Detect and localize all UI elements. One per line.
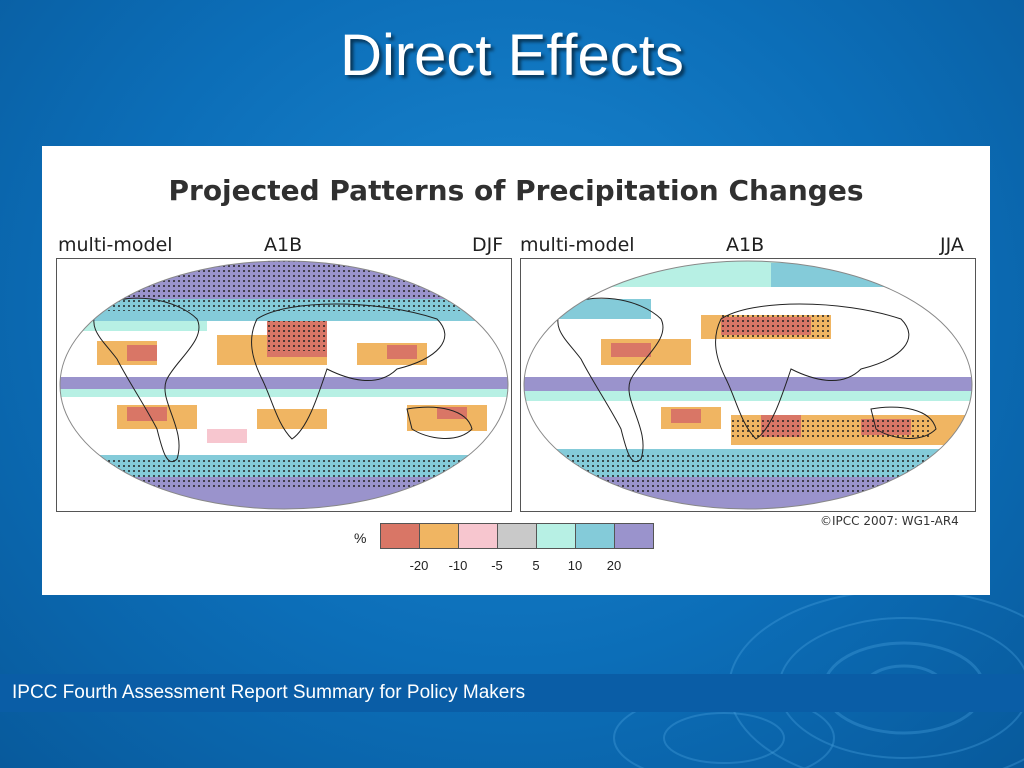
panel-1-label-model: multi-model [58,234,173,256]
world-map-jja [523,260,973,510]
legend-tick: 20 [606,558,622,573]
map-panel-jja [520,258,976,512]
panel-2-label-model: multi-model [520,234,635,256]
legend-swatch [576,524,615,548]
legend-swatch [537,524,576,548]
footer-text: IPCC Fourth Assessment Report Summary fo… [12,682,526,703]
legend-tick: -20 [409,558,429,573]
panel-1-label-season: DJF [472,234,504,256]
panel-2-label-season: JJA [940,234,964,256]
panel-2-label-scenario: A1B [726,234,765,256]
legend-tick: 10 [567,558,583,573]
precipitation-figure: Projected Patterns of Precipitation Chan… [42,146,990,595]
figure-title: Projected Patterns of Precipitation Chan… [168,174,864,207]
map-panel-djf [56,258,512,512]
legend-tick: -5 [491,558,503,573]
copyright-notice: ©IPCC 2007: WG1-AR4 [820,514,959,528]
legend-tick: -10 [448,558,468,573]
footer-bar: IPCC Fourth Assessment Report Summary fo… [0,674,1024,712]
legend-swatch [381,524,420,548]
legend-swatch [615,524,653,548]
world-map-djf [59,260,509,510]
legend-swatch [459,524,498,548]
legend-swatch [498,524,537,548]
legend-unit: % [354,530,367,546]
legend-tick: 5 [532,558,540,573]
color-legend [380,523,654,549]
legend-swatch [420,524,459,548]
slide-title: Direct Effects [340,23,684,88]
panel-1-label-scenario: A1B [264,234,303,256]
